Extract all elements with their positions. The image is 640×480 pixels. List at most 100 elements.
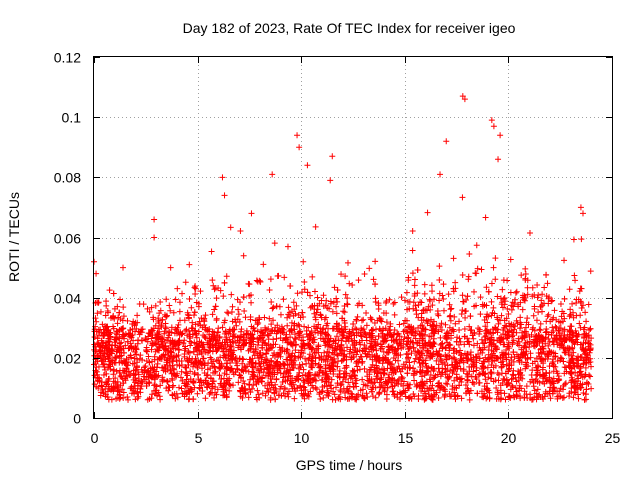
data-point	[308, 328, 315, 335]
data-point	[531, 358, 538, 365]
data-point	[215, 340, 222, 347]
data-point	[489, 309, 496, 316]
data-point	[442, 333, 449, 340]
data-point	[396, 396, 403, 403]
data-point	[391, 299, 398, 306]
data-point	[211, 306, 218, 313]
data-point	[299, 289, 306, 296]
data-point	[218, 376, 225, 383]
data-point	[353, 317, 360, 324]
data-point	[445, 291, 452, 298]
data-point	[471, 381, 478, 388]
data-point	[503, 381, 510, 388]
data-point	[114, 320, 121, 327]
data-point	[459, 93, 466, 100]
data-point	[245, 347, 252, 354]
data-point	[515, 335, 522, 342]
data-point	[113, 336, 120, 343]
data-point	[323, 375, 330, 382]
data-point	[369, 393, 376, 400]
x-tick-label: 15	[398, 430, 414, 446]
data-point	[322, 378, 329, 385]
data-point	[144, 305, 151, 312]
data-point	[318, 377, 325, 384]
data-point	[490, 123, 497, 130]
data-point	[484, 311, 491, 318]
data-point	[100, 333, 107, 340]
data-point	[458, 395, 465, 402]
data-point	[409, 270, 416, 277]
data-point	[568, 388, 575, 395]
data-point	[372, 295, 379, 302]
data-point	[549, 297, 556, 304]
data-point	[237, 228, 244, 235]
data-point	[537, 320, 544, 327]
data-point	[350, 384, 357, 391]
data-point	[297, 364, 304, 371]
data-point	[300, 377, 307, 384]
data-point	[581, 396, 588, 403]
data-point	[405, 324, 412, 331]
data-point	[441, 393, 448, 400]
data-point	[561, 370, 568, 377]
data-point	[187, 376, 194, 383]
data-point	[120, 331, 127, 338]
data-point	[497, 339, 504, 346]
data-point	[341, 309, 348, 316]
data-point	[334, 343, 341, 350]
data-point	[210, 344, 217, 351]
data-point	[191, 309, 198, 316]
data-point	[116, 367, 123, 374]
data-point	[578, 354, 585, 361]
data-point	[254, 387, 261, 394]
data-point	[561, 394, 568, 401]
data-point	[464, 376, 471, 383]
data-point	[406, 359, 413, 366]
data-point	[197, 288, 204, 295]
data-point	[192, 291, 199, 298]
data-point	[288, 381, 295, 388]
data-point	[240, 377, 247, 384]
data-point	[461, 341, 468, 348]
data-point	[165, 387, 172, 394]
data-point	[487, 336, 494, 343]
data-point	[179, 377, 186, 384]
data-point	[254, 376, 261, 383]
data-point	[476, 344, 483, 351]
data-point	[259, 329, 266, 336]
data-point	[169, 343, 176, 350]
data-point	[474, 390, 481, 397]
data-point	[504, 328, 511, 335]
data-point	[364, 382, 371, 389]
data-point	[188, 304, 195, 311]
data-point	[334, 286, 341, 293]
data-point	[334, 380, 341, 387]
data-point	[575, 395, 582, 402]
data-point	[587, 268, 594, 275]
data-point	[585, 301, 592, 308]
data-point	[285, 393, 292, 400]
data-point	[531, 303, 538, 310]
data-point	[312, 384, 319, 391]
data-point	[534, 294, 541, 301]
data-point	[477, 347, 484, 354]
data-point	[375, 357, 382, 364]
data-point	[476, 330, 483, 337]
data-point	[481, 390, 488, 397]
data-point	[300, 366, 307, 373]
data-point	[456, 375, 463, 382]
data-point	[443, 334, 450, 341]
data-point	[155, 318, 162, 325]
data-point	[388, 369, 395, 376]
data-point	[479, 301, 486, 308]
data-point	[543, 271, 550, 278]
data-point	[419, 385, 426, 392]
data-point	[115, 387, 122, 394]
data-point	[268, 382, 275, 389]
data-point	[306, 355, 313, 362]
data-point	[300, 334, 307, 341]
data-point	[148, 335, 155, 342]
data-point	[240, 337, 247, 344]
data-point	[127, 327, 134, 334]
data-point	[443, 353, 450, 360]
